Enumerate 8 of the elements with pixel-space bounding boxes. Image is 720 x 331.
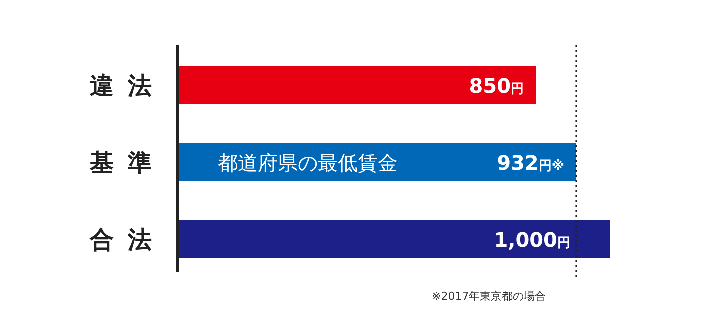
- data-label: 932円※: [497, 151, 564, 175]
- text: ※2017年東京都の場合: [432, 290, 546, 303]
- y-tick-label: 基準: [89, 149, 166, 177]
- data-label: 1,000円: [494, 228, 570, 252]
- y-tick-label: 違法: [90, 72, 166, 100]
- data-label: 850円: [469, 74, 524, 98]
- y-tick-label: 合法: [89, 226, 166, 254]
- annotation: 都道府県の最低賃金: [218, 151, 398, 175]
